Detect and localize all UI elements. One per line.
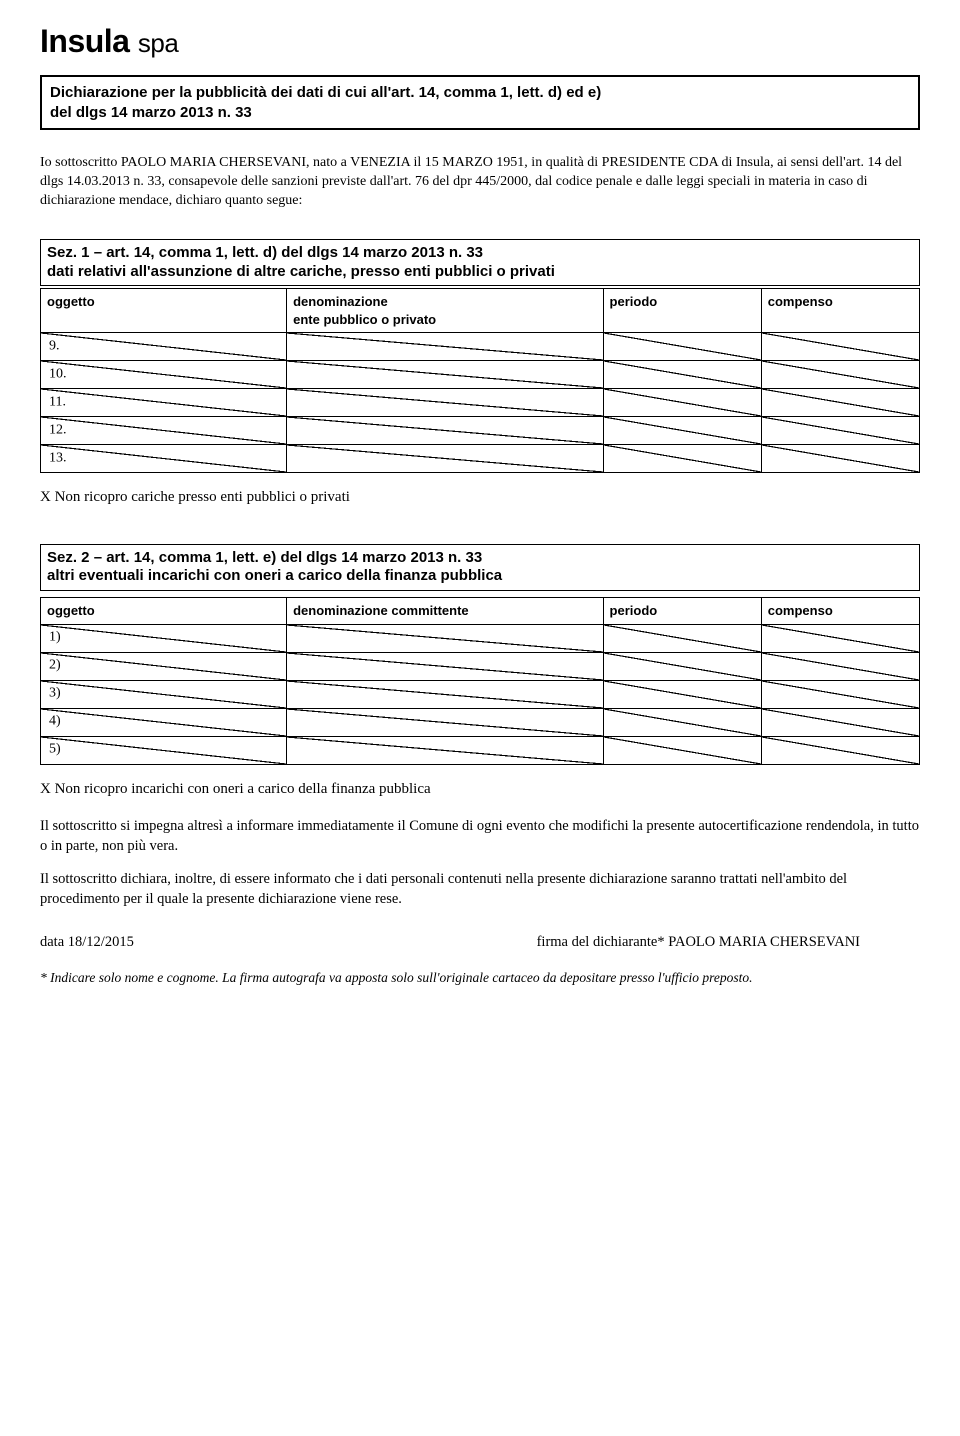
sez1-col-periodo: periodo	[603, 289, 761, 333]
row-oggetto: 13.	[41, 445, 287, 473]
table-row: 10.	[41, 361, 920, 389]
sez1-subtitle: dati relativi all'assunzione di altre ca…	[47, 263, 913, 282]
signature-date: data 18/12/2015	[40, 933, 134, 953]
sez2-col-periodo: periodo	[603, 598, 761, 625]
row-cell	[603, 361, 761, 389]
signature-label: firma del dichiarante* PAOLO MARIA CHERS…	[537, 933, 920, 953]
row-cell	[603, 333, 761, 361]
intro-paragraph: Io sottoscritto PAOLO MARIA CHERSEVANI, …	[40, 154, 920, 211]
sez1-col-denom: denominazione ente pubblico o privato	[287, 289, 603, 333]
row-cell	[761, 333, 919, 361]
paragraph-1: Il sottoscritto si impegna altresì a inf…	[40, 817, 920, 856]
row-oggetto: 3)	[41, 680, 287, 708]
title-line2: del dlgs 14 marzo 2013 n. 33	[50, 103, 910, 123]
row-cell	[603, 417, 761, 445]
row-cell	[603, 445, 761, 473]
table-row: 9.	[41, 333, 920, 361]
row-cell	[603, 680, 761, 708]
table-row: 11.	[41, 389, 920, 417]
row-cell	[603, 708, 761, 736]
sez1-col-compenso: compenso	[761, 289, 919, 333]
sez2-title: Sez. 2 – art. 14, comma 1, lett. e) del …	[47, 549, 913, 568]
row-cell	[287, 708, 603, 736]
title-line1: Dichiarazione per la pubblicità dei dati…	[50, 83, 910, 103]
table-row: 13.	[41, 445, 920, 473]
sez1-title: Sez. 1 – art. 14, comma 1, lett. d) del …	[47, 244, 913, 263]
table-row: 3)	[41, 680, 920, 708]
table-row: 1)	[41, 624, 920, 652]
row-cell	[287, 417, 603, 445]
row-cell	[761, 652, 919, 680]
table-row: 4)	[41, 708, 920, 736]
sez2-col-oggetto: oggetto	[41, 598, 287, 625]
row-cell	[287, 736, 603, 764]
row-cell	[761, 445, 919, 473]
sez2-col-compenso: compenso	[761, 598, 919, 625]
sez2-statement: X Non ricopro incarichi con oneri a cari…	[40, 779, 920, 799]
row-cell	[287, 624, 603, 652]
row-oggetto: 5)	[41, 736, 287, 764]
row-cell	[761, 361, 919, 389]
row-cell	[603, 736, 761, 764]
row-oggetto: 12.	[41, 417, 287, 445]
row-cell	[603, 652, 761, 680]
sez1-statement: X Non ricopro cariche presso enti pubbli…	[40, 487, 920, 507]
row-cell	[761, 417, 919, 445]
row-oggetto: 9.	[41, 333, 287, 361]
row-cell	[287, 680, 603, 708]
table-row: 12.	[41, 417, 920, 445]
sez1-box: Sez. 1 – art. 14, comma 1, lett. d) del …	[40, 239, 920, 287]
row-cell	[761, 736, 919, 764]
row-oggetto: 10.	[41, 361, 287, 389]
sez2-col-denom: denominazione committente	[287, 598, 603, 625]
row-cell	[287, 445, 603, 473]
signature-row: data 18/12/2015 firma del dichiarante* P…	[40, 933, 920, 953]
sez1-table: oggetto denominazione ente pubblico o pr…	[40, 288, 920, 473]
row-oggetto: 4)	[41, 708, 287, 736]
logo-suffix: spa	[138, 28, 178, 58]
footnote: * Indicare solo nome e cognome. La firma…	[40, 969, 920, 987]
row-cell	[287, 333, 603, 361]
paragraph-2: Il sottoscritto dichiara, inoltre, di es…	[40, 870, 920, 909]
row-cell	[761, 680, 919, 708]
row-cell	[603, 389, 761, 417]
sez1-col-oggetto: oggetto	[41, 289, 287, 333]
logo-main: Insula	[40, 23, 129, 59]
row-cell	[603, 624, 761, 652]
table-row: 2)	[41, 652, 920, 680]
sez2-box: Sez. 2 – art. 14, comma 1, lett. e) del …	[40, 544, 920, 592]
table-row: 5)	[41, 736, 920, 764]
row-oggetto: 2)	[41, 652, 287, 680]
row-cell	[287, 361, 603, 389]
sez2-subtitle: altri eventuali incarichi con oneri a ca…	[47, 567, 913, 586]
title-box: Dichiarazione per la pubblicità dei dati…	[40, 75, 920, 130]
row-cell	[287, 652, 603, 680]
row-cell	[761, 624, 919, 652]
row-oggetto: 1)	[41, 624, 287, 652]
row-cell	[287, 389, 603, 417]
row-oggetto: 11.	[41, 389, 287, 417]
logo: Insula spa	[40, 20, 920, 63]
row-cell	[761, 708, 919, 736]
row-cell	[761, 389, 919, 417]
sez2-table: oggetto denominazione committente period…	[40, 597, 920, 765]
